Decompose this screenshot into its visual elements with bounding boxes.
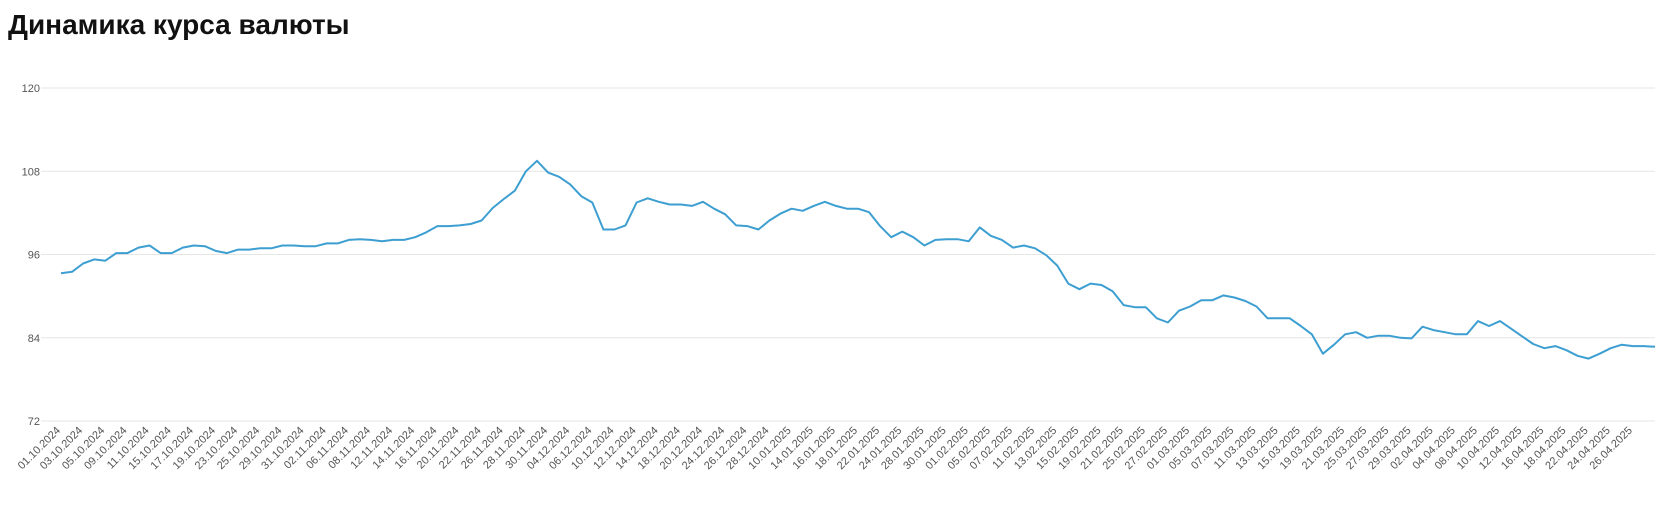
y-tick-label: 108: [22, 166, 40, 178]
y-tick-label: 120: [22, 83, 40, 95]
chart-title: Динамика курса валюты: [8, 9, 350, 40]
y-tick-label: 72: [28, 416, 40, 428]
line: [60, 159, 1656, 360]
y-tick-label: 84: [28, 333, 40, 345]
y-tick-label: 96: [28, 250, 40, 262]
